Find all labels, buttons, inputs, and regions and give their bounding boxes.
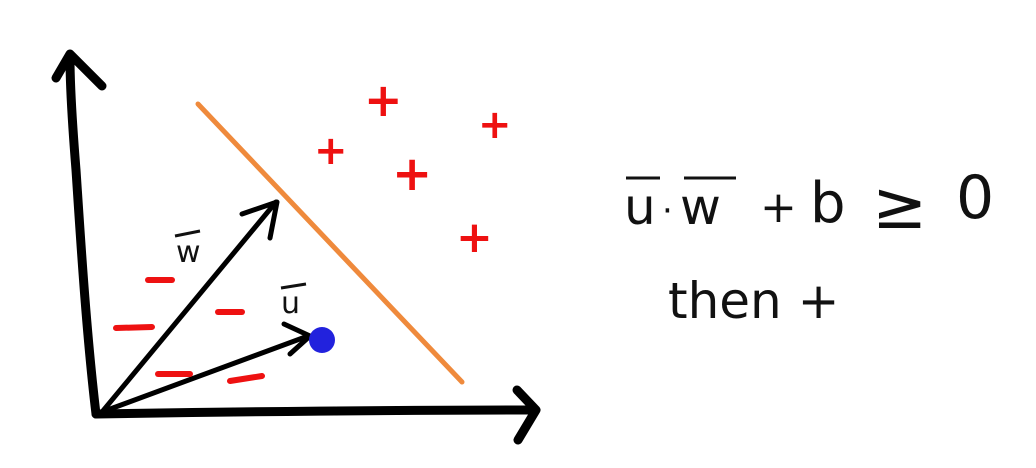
equation-b: b bbox=[810, 171, 846, 236]
y-axis-arrowhead bbox=[51, 49, 107, 91]
y-axis bbox=[65, 53, 101, 419]
vectors bbox=[99, 199, 313, 415]
negative-sample bbox=[227, 373, 265, 384]
vector-u-label: u bbox=[281, 286, 300, 321]
vector-w-arrowhead bbox=[239, 199, 280, 241]
positive-sample: + bbox=[456, 212, 493, 263]
equation-zero: 0 bbox=[956, 163, 994, 233]
vector-u-label-group: u bbox=[280, 282, 307, 321]
positive-sample: + bbox=[478, 102, 512, 148]
equation-plus: + bbox=[760, 182, 797, 233]
equation-u: u bbox=[624, 178, 656, 236]
equation-relation: ≥ bbox=[872, 167, 927, 244]
vector-u-bar bbox=[280, 282, 307, 290]
axes bbox=[51, 49, 541, 445]
vector-w-label-group: w bbox=[174, 229, 201, 270]
vector-w-label: w bbox=[176, 235, 201, 270]
equation-dot: · bbox=[662, 191, 673, 231]
decision-boundary-line bbox=[195, 101, 465, 385]
positive-sample: + bbox=[392, 146, 432, 202]
negative-sample bbox=[113, 324, 155, 331]
positive-sample: + bbox=[314, 128, 348, 174]
unknown-point bbox=[309, 327, 335, 353]
vector-w-shaft bbox=[99, 199, 279, 415]
vector-w-bar bbox=[174, 229, 201, 238]
classification-result: then + bbox=[668, 272, 840, 330]
negative-samples bbox=[113, 277, 265, 384]
vector-u-shaft bbox=[99, 333, 311, 415]
x-axis bbox=[91, 405, 540, 419]
positive-samples: + + + + + bbox=[314, 73, 512, 263]
classification-rule: u · w + b ≥ 0 bbox=[624, 163, 994, 244]
equation-w: w bbox=[680, 178, 721, 236]
x-axis-arrowhead bbox=[512, 385, 541, 445]
positive-sample: + bbox=[364, 73, 403, 127]
